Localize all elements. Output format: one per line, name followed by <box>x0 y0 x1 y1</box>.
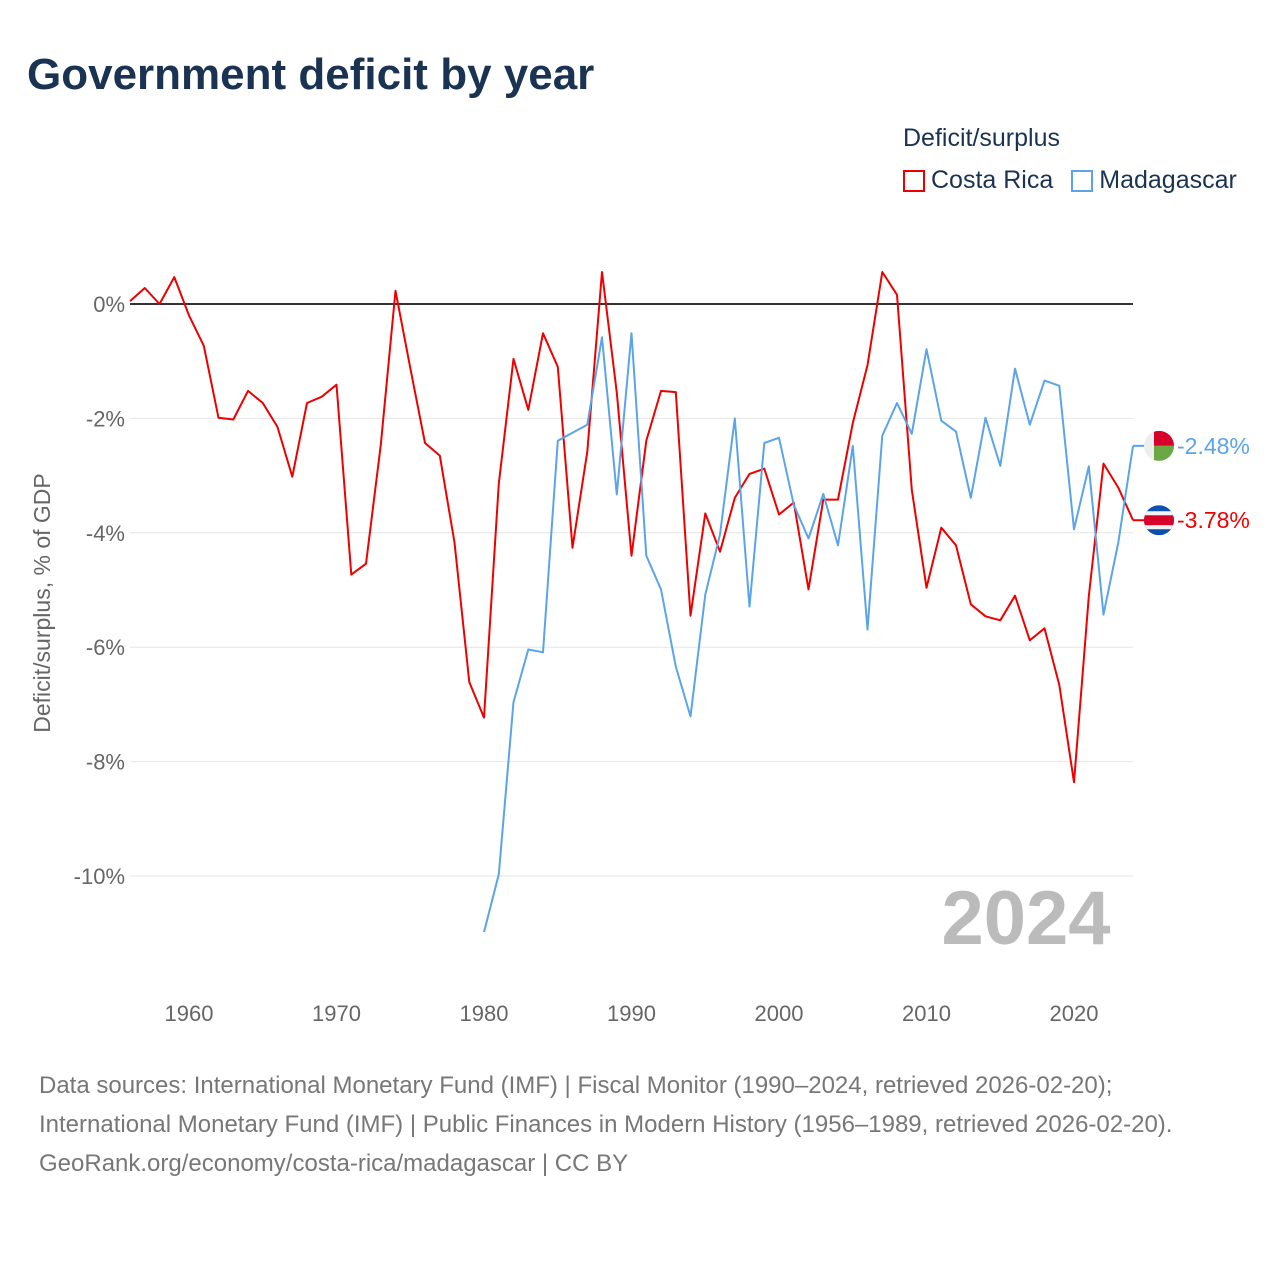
year-watermark: 2024 <box>941 876 1110 961</box>
y-tick-label: -4% <box>86 521 125 546</box>
flag-icon-costa-rica <box>1144 505 1174 536</box>
x-tick-label: 1960 <box>165 1001 214 1026</box>
x-tick-label: 2000 <box>755 1001 804 1026</box>
y-tick-label: -6% <box>86 635 125 660</box>
legend: Costa Rica Madagascar <box>903 166 1237 195</box>
legend-swatch-costa-rica <box>903 169 925 192</box>
y-tick-label: -10% <box>74 864 125 889</box>
data-sources: Data sources: International Monetary Fun… <box>39 1072 1173 1138</box>
y-tick-label: -2% <box>86 406 125 431</box>
x-tick-label: 2020 <box>1050 1001 1099 1026</box>
y-tick-label: -8% <box>86 750 125 775</box>
series-line-madagascar[interactable] <box>483 332 1134 933</box>
x-tick-label: 1990 <box>607 1001 656 1026</box>
legend-item-madagascar[interactable]: Madagascar <box>1071 166 1237 195</box>
y-axis-label: Deficit/surplus, % of GDP <box>29 473 55 732</box>
end-value-label: -3.78% <box>1177 507 1250 533</box>
chart-title: Government deficit by year <box>27 50 595 99</box>
legend-item-costa-rica[interactable]: Costa Rica <box>903 166 1053 195</box>
x-tick-label: 1980 <box>460 1001 509 1026</box>
end-value-label: -2.48% <box>1177 433 1250 459</box>
y-tick-label: 0% <box>93 292 125 317</box>
legend-title: Deficit/surplus <box>903 124 1060 152</box>
series-line-costa-rica[interactable] <box>129 271 1134 784</box>
legend-label: Costa Rica <box>931 166 1054 194</box>
credit-link[interactable]: GeoRank.org/economy/costa-rica/madagasca… <box>39 1150 629 1177</box>
legend-label: Madagascar <box>1099 166 1237 194</box>
x-tick-label: 1970 <box>312 1001 361 1026</box>
legend-swatch-madagascar <box>1071 169 1094 192</box>
x-tick-label: 2010 <box>902 1001 951 1026</box>
footer: Data sources: International Monetary Fun… <box>39 1066 1239 1183</box>
